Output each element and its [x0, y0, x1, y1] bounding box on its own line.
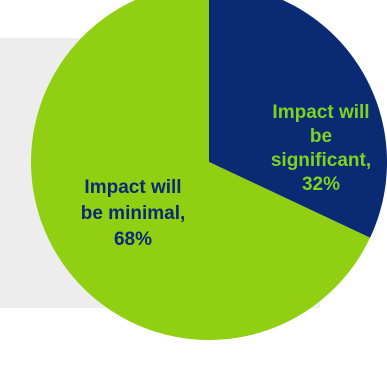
slice-label-line: 68% — [114, 229, 152, 250]
slice-label-line: Impact will — [272, 102, 369, 123]
slice-label-line: Impact will — [84, 177, 181, 198]
slice-label-line: be — [310, 126, 332, 147]
slice-label-line: be minimal, — [81, 203, 186, 224]
pie-slice-1 — [209, 0, 387, 238]
slice-label-1: Impact will be significant, 32% — [271, 102, 371, 195]
slice-label-2: Impact will be minimal, 68% — [81, 177, 186, 250]
slice-label-line: significant, — [271, 150, 371, 171]
slice-label-line: 32% — [302, 174, 340, 195]
pie-slice-2 — [31, 0, 371, 340]
